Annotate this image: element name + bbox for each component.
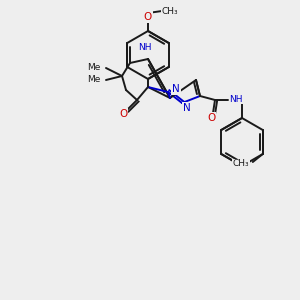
Text: N: N: [172, 84, 180, 94]
Text: Me: Me: [87, 64, 101, 73]
Text: O: O: [119, 109, 127, 119]
Text: NH: NH: [138, 43, 152, 52]
Text: NH: NH: [229, 94, 243, 103]
Text: Me: Me: [87, 76, 101, 85]
Text: CH₃: CH₃: [162, 7, 178, 16]
Text: O: O: [144, 12, 152, 22]
Text: O: O: [207, 113, 215, 123]
Text: N: N: [183, 103, 191, 113]
Text: CH₃: CH₃: [232, 160, 249, 169]
